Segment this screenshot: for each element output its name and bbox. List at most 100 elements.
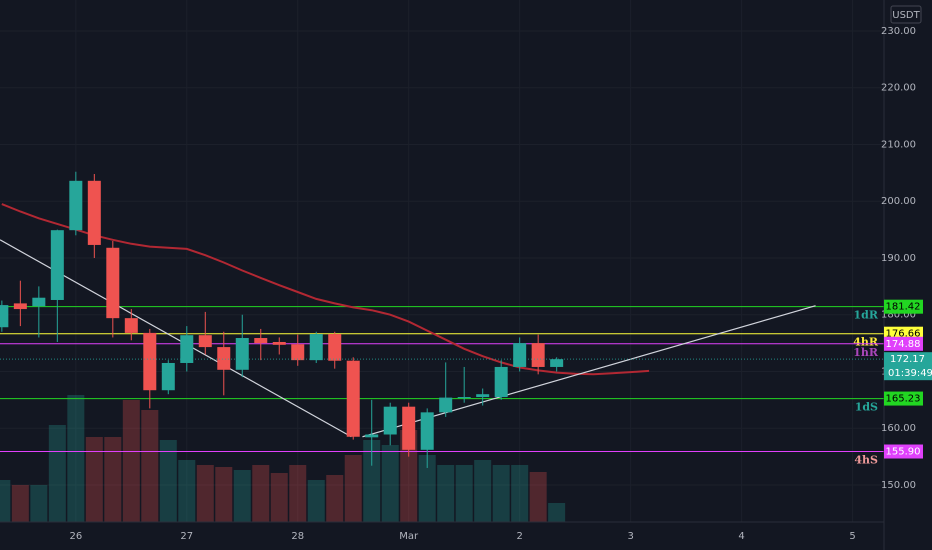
moving-average (1, 203, 650, 376)
volume-bar (363, 440, 381, 522)
volume-bar (511, 465, 529, 522)
candle-body (513, 343, 527, 367)
y-tick-label: 210.00 (881, 139, 916, 150)
level-name: 4hS (854, 454, 878, 467)
volume-bar (252, 465, 270, 522)
candle-body (531, 343, 545, 367)
level-price-tag (884, 391, 923, 406)
x-tick-label: 5 (849, 531, 855, 542)
volume-bar (326, 475, 344, 522)
y-tick-label: 200.00 (881, 196, 916, 207)
volume-bar (548, 503, 566, 522)
volume-bar (344, 455, 362, 522)
volume-bar (437, 465, 455, 522)
y-tick-label: 230.00 (881, 26, 916, 37)
level-price-tag (884, 299, 923, 314)
candle-body (217, 347, 231, 370)
volume-bar (30, 485, 48, 522)
volume-bar (474, 460, 492, 522)
candle-body (439, 397, 453, 413)
y-tick-label: 150.00 (881, 480, 916, 491)
candle-body (420, 412, 434, 450)
candle-body (161, 362, 175, 391)
volume-bar (289, 465, 307, 522)
currency: USDT (892, 10, 920, 21)
volume-bar (67, 395, 85, 522)
candle-body (235, 338, 249, 370)
y-tick-label: 160.00 (881, 423, 916, 434)
volume-bar (455, 465, 473, 522)
candle-body (365, 434, 379, 438)
level-price-label: 174.88 (886, 339, 921, 350)
level-name: 4hR (853, 336, 879, 349)
candle-body (180, 335, 194, 363)
candle-body (143, 332, 157, 391)
volume-bar (381, 445, 399, 522)
candle-body (457, 397, 471, 399)
x-tick-label: 26 (69, 531, 82, 542)
y-tick-label: 190.00 (881, 253, 916, 264)
y-tick-label: 220.00 (881, 83, 916, 94)
volume-bar (270, 473, 288, 522)
volume-bar (85, 437, 103, 522)
x-tick-label: 28 (291, 531, 304, 542)
volume-bar (529, 472, 547, 522)
level-price-label: 181.42 (886, 302, 921, 313)
candle-body (69, 180, 83, 231)
level-name: 1dR (854, 309, 879, 322)
volume-bar (400, 430, 418, 522)
level-price-label: 155.90 (886, 447, 921, 458)
last-price-tag (884, 352, 932, 381)
volume-bar (0, 480, 11, 522)
x-tick-label: Mar (399, 531, 419, 542)
last-price-label: 172.17 (890, 354, 925, 365)
candle-body (383, 406, 397, 435)
countdown: 01:39:49 (888, 368, 932, 379)
candle-body (106, 247, 120, 319)
volume-bar (307, 480, 325, 522)
level-price-tag (884, 444, 923, 459)
candle-body (328, 334, 342, 361)
volume-bar (122, 400, 140, 522)
candle-body (124, 318, 138, 333)
candle-body (198, 335, 212, 348)
volume-bar (48, 425, 66, 522)
x-tick-label: 4 (738, 531, 744, 542)
volume-bar (233, 470, 251, 522)
candle-body (50, 230, 64, 300)
x-tick-label: 2 (516, 531, 522, 542)
candle-body (309, 334, 323, 361)
x-tick-label: 3 (627, 531, 633, 542)
candle-body (550, 359, 564, 367)
candle-body (87, 180, 101, 245)
volume-layer (0, 395, 566, 522)
volume-bar (492, 465, 510, 522)
volume-bar (215, 467, 233, 522)
level-name: 1hR (853, 346, 879, 359)
level-price-label: 165.23 (886, 394, 921, 405)
candle-body (494, 366, 508, 398)
candle-body (476, 394, 490, 398)
volume-bar (11, 485, 29, 522)
trendline (362, 305, 816, 438)
level-price-tag (884, 336, 923, 351)
level-name: 1dS (855, 401, 878, 414)
volume-bar (178, 460, 196, 522)
volume-bar (141, 410, 159, 522)
axes: 150.00160.00170.00180.00190.00200.00210.… (69, 26, 932, 542)
candle-body (402, 406, 416, 450)
y-tick-label: 180.00 (881, 310, 916, 321)
candle-body (346, 360, 360, 437)
candle-body (0, 305, 9, 328)
volume-bar (104, 437, 122, 522)
level-price-label: 176.66 (886, 329, 921, 340)
currency-box (890, 5, 922, 24)
candle-body (254, 338, 268, 344)
candle-body (13, 303, 27, 310)
candle-body (32, 297, 46, 307)
volume-bar (196, 465, 214, 522)
volume-bar (418, 455, 436, 522)
